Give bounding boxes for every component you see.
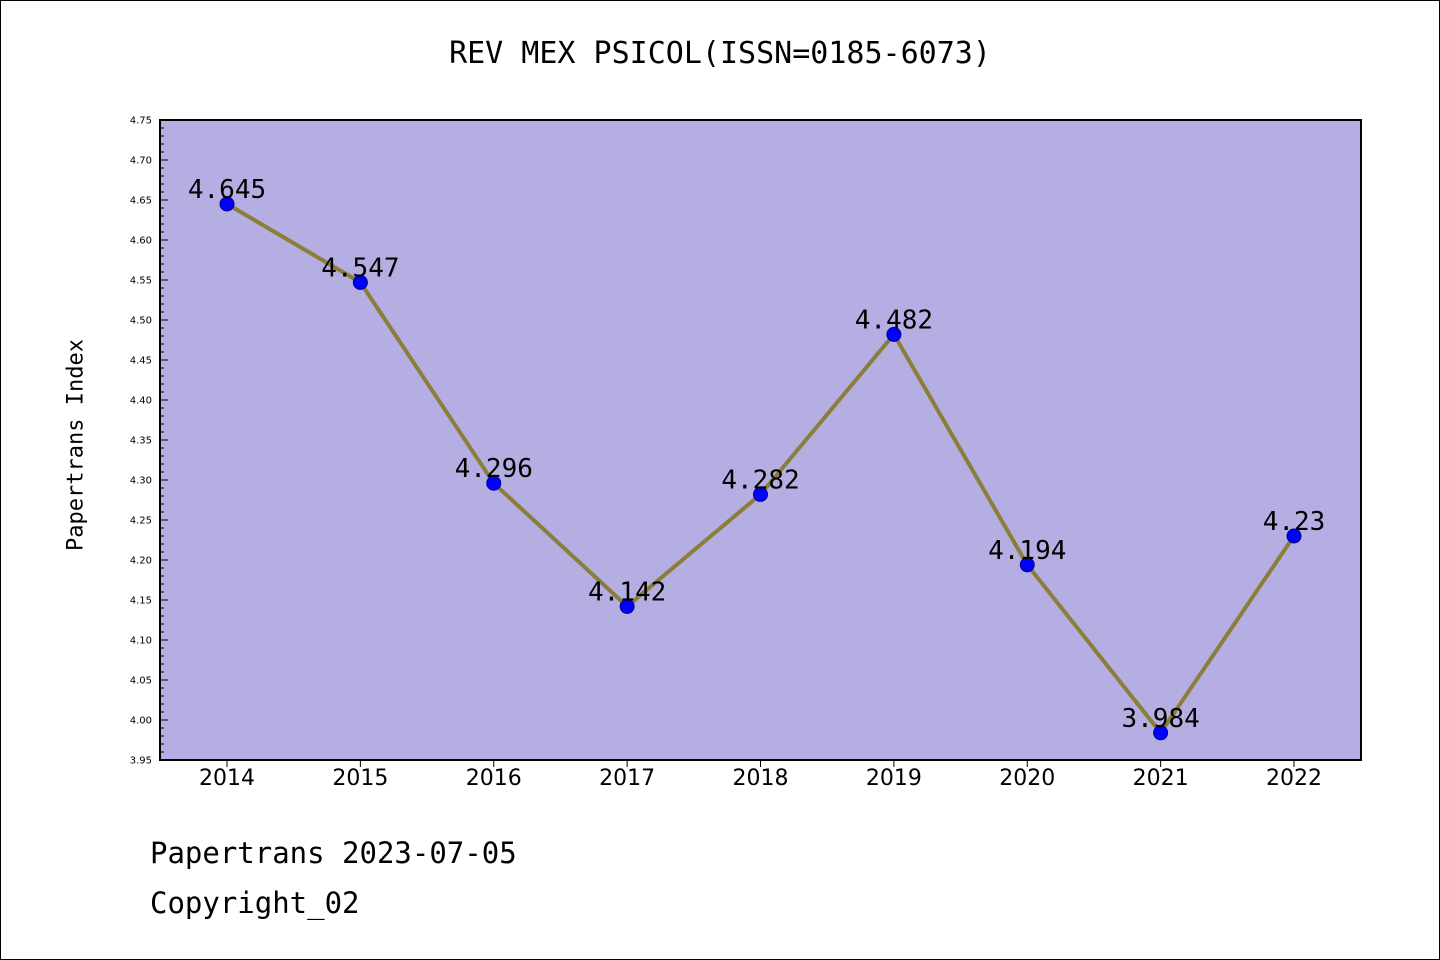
data-point-marker — [753, 486, 768, 502]
data-label: 4.482 — [855, 305, 933, 335]
data-point-marker — [619, 598, 635, 614]
y-tick-label: 4.20 — [130, 556, 152, 567]
y-tick-label: 4.55 — [130, 276, 152, 287]
data-label: 4.296 — [455, 454, 533, 484]
y-tick-label: 4.10 — [130, 636, 152, 647]
chart-title: REV MEX PSICOL(ISSN=0185-6073) — [449, 36, 991, 71]
data-label: 4.547 — [321, 253, 399, 283]
y-tick-label: 4.40 — [130, 396, 152, 407]
y-tick-label: 4.45 — [130, 356, 152, 367]
y-tick-label: 4.25 — [130, 516, 152, 527]
y-tick-label: 4.15 — [130, 596, 152, 607]
data-point-marker — [219, 196, 235, 212]
y-tick-label: 4.30 — [130, 476, 152, 487]
data-point-marker — [1153, 725, 1169, 741]
x-tick-label: 2020 — [999, 766, 1055, 791]
footer-copyright: Copyright_02 — [150, 886, 360, 920]
data-point-marker — [886, 326, 902, 342]
data-point-marker — [1286, 528, 1302, 544]
x-tick-label: 2018 — [733, 766, 789, 791]
data-point-marker — [352, 274, 368, 290]
plot-area — [160, 120, 1361, 760]
y-tick-label: 4.35 — [130, 436, 152, 447]
plot-border — [159, 119, 1362, 761]
x-tick-label: 2021 — [1133, 766, 1189, 791]
y-axis: 3.95 4.00 4.05 4.10 4.15 4.20 4.25 4.30 4.35 4.40… — [130, 116, 168, 767]
y-tick-label: 4.70 — [130, 156, 152, 167]
x-tick-label: 2017 — [599, 766, 655, 791]
data-label: 4.194 — [988, 536, 1066, 566]
data-label: 4.23 — [1263, 507, 1326, 537]
y-tick-label: 4.75 — [130, 116, 152, 127]
data-point-marker — [486, 475, 502, 491]
data-label: 3.984 — [1121, 704, 1199, 734]
marker-group — [219, 196, 1302, 741]
y-tick-label: 4.50 — [130, 316, 152, 327]
footer-date: Papertrans 2023-07-05 — [150, 836, 517, 870]
data-label-group: 4.645 4.547 4.296 4.142 4.282 4.482 4.194 3.984… — [188, 175, 1325, 734]
y-tick-label: 4.05 — [130, 676, 152, 687]
data-label: 4.282 — [721, 465, 799, 495]
x-tick-label: 2016 — [466, 766, 522, 791]
y-tick-label: 4.60 — [130, 236, 152, 247]
y-tick-label: 4.65 — [130, 196, 152, 207]
data-label: 4.645 — [188, 175, 266, 205]
y-tick-label: 3.95 — [130, 756, 152, 767]
x-tick-label: 2014 — [199, 766, 255, 791]
y-tick-label: 4.00 — [130, 716, 152, 727]
x-axis: 2014 2015 2016 2017 2018 2019 2020 2021 2022 — [199, 760, 1322, 791]
x-tick-label: 2019 — [866, 766, 922, 791]
data-label: 4.142 — [588, 577, 666, 607]
x-tick-label: 2022 — [1266, 766, 1322, 791]
x-tick-label: 2015 — [332, 766, 388, 791]
data-point-marker — [1019, 557, 1035, 573]
